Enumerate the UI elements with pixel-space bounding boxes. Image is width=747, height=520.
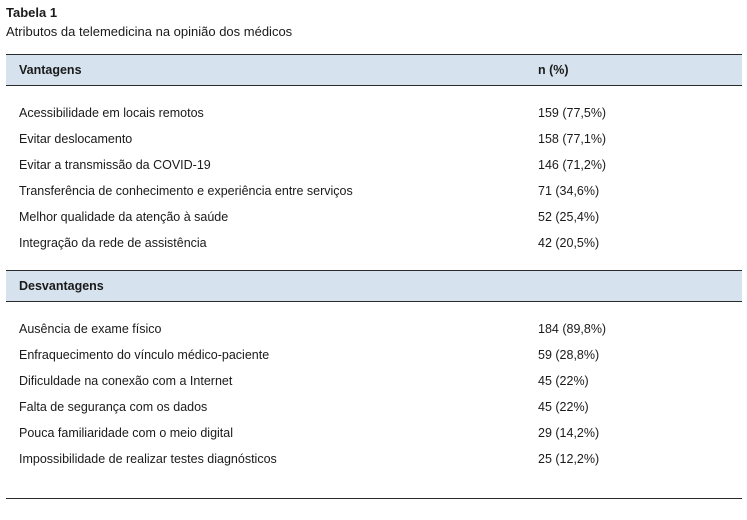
table-header-row: Vantagens n (%) <box>6 54 742 86</box>
row-attribute: Integração da rede de assistência <box>19 236 207 250</box>
desvantagens-rows: Ausência de exame físico 184 (89,8%) Enf… <box>6 302 742 486</box>
table-row: Pouca familiaridade com o meio digital 2… <box>6 420 742 446</box>
vantagens-rows: Acessibilidade em locais remotos 159 (77… <box>6 86 742 270</box>
row-value: 159 (77,5%) <box>538 106 607 120</box>
table-label: Tabela 1 <box>6 5 58 20</box>
row-value: 146 (71,2%) <box>538 158 607 172</box>
table-row: Acessibilidade em locais remotos 159 (77… <box>6 100 742 126</box>
header-vantagens: Vantagens <box>19 63 82 77</box>
row-attribute: Acessibilidade em locais remotos <box>19 106 204 120</box>
table-row: Melhor qualidade da atenção à saúde 52 (… <box>6 204 742 230</box>
row-attribute: Enfraquecimento do vínculo médico-pacien… <box>19 348 270 362</box>
table-bottom-rule <box>6 498 742 499</box>
row-value: 59 (28,8%) <box>538 348 600 362</box>
row-value: 29 (14,2%) <box>538 426 600 440</box>
header-desvantagens: Desvantagens <box>19 279 104 293</box>
table-row: Enfraquecimento do vínculo médico-pacien… <box>6 342 742 368</box>
row-attribute: Impossibilidade de realizar testes diagn… <box>19 452 277 466</box>
header-n-percent: n (%) <box>538 63 569 77</box>
row-attribute: Evitar deslocamento <box>19 132 133 146</box>
row-value: 52 (25,4%) <box>538 210 600 224</box>
table-row: Impossibilidade de realizar testes diagn… <box>6 446 742 472</box>
row-attribute: Dificuldade na conexão com a Internet <box>19 374 233 388</box>
row-attribute: Falta de segurança com os dados <box>19 400 208 414</box>
row-value: 71 (34,6%) <box>538 184 600 198</box>
table-row: Integração da rede de assistência 42 (20… <box>6 230 742 256</box>
table-caption: Tabela 1 Atributos da telemedicina na op… <box>6 5 292 40</box>
row-value: 25 (12,2%) <box>538 452 600 466</box>
row-attribute: Melhor qualidade da atenção à saúde <box>19 210 229 224</box>
row-value: 158 (77,1%) <box>538 132 607 146</box>
table-row: Transferência de conhecimento e experiên… <box>6 178 742 204</box>
row-value: 184 (89,8%) <box>538 322 607 336</box>
row-attribute: Evitar a transmissão da COVID-19 <box>19 158 211 172</box>
row-value: 45 (22%) <box>538 400 589 414</box>
row-attribute: Pouca familiaridade com o meio digital <box>19 426 233 440</box>
table-row: Evitar deslocamento 158 (77,1%) <box>6 126 742 152</box>
data-table: Vantagens n (%) Acessibilidade em locais… <box>6 54 742 499</box>
section-header-desvantagens: Desvantagens <box>6 270 742 302</box>
table-row: Dificuldade na conexão com a Internet 45… <box>6 368 742 394</box>
row-value: 42 (20,5%) <box>538 236 600 250</box>
table-title: Atributos da telemedicina na opinião dos… <box>6 24 293 39</box>
row-attribute: Transferência de conhecimento e experiên… <box>19 184 353 198</box>
table-row: Ausência de exame físico 184 (89,8%) <box>6 316 742 342</box>
row-attribute: Ausência de exame físico <box>19 322 162 336</box>
table-row: Evitar a transmissão da COVID-19 146 (71… <box>6 152 742 178</box>
table-row: Falta de segurança com os dados 45 (22%) <box>6 394 742 420</box>
row-value: 45 (22%) <box>538 374 589 388</box>
